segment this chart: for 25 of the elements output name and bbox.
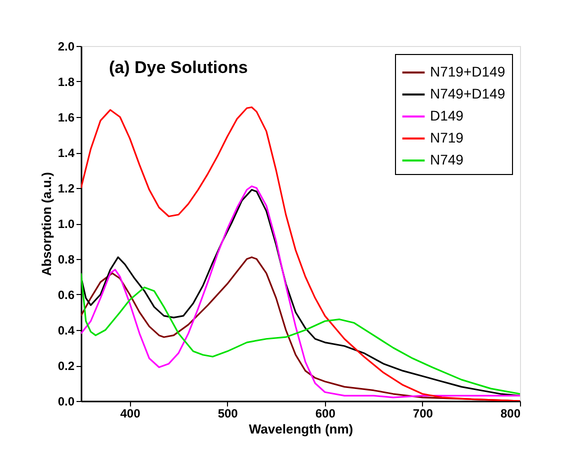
y-tick-label: 1.6	[58, 110, 75, 124]
legend-label: N719+D149	[430, 64, 506, 80]
y-tick-label: 0.6	[58, 288, 75, 302]
legend-label: D149	[430, 108, 464, 124]
y-tick-label: 1.0	[58, 217, 75, 231]
legend-label: N749	[430, 152, 464, 168]
y-tick-label: 1.8	[58, 75, 75, 89]
y-tick-label: 0.8	[58, 252, 75, 266]
x-tick-label: 500	[218, 406, 238, 420]
y-tick-label: 2.0	[58, 40, 75, 54]
x-tick-label: 800	[500, 406, 521, 420]
text: (a) Dye Solutions	[109, 58, 248, 77]
x-tick-label: 400	[120, 406, 141, 420]
line-series	[81, 272, 520, 395]
x-tick-label: 700	[412, 406, 434, 420]
y-tick-label: 1.4	[58, 146, 75, 160]
y-tick-label: 0.2	[58, 359, 75, 373]
x-axis-title: Wavelength (nm)	[248, 422, 354, 436]
y-axis-title: Absorption (a.u.)	[38, 172, 54, 276]
legend-label: N749+D149	[430, 86, 506, 102]
x-tick-label: 600	[315, 406, 336, 420]
y-tick-label: 0.0	[58, 394, 75, 408]
legend-label: N719	[430, 130, 464, 146]
y-tick-label: 1.2	[58, 182, 75, 196]
y-tick-label: 0.4	[58, 324, 75, 338]
